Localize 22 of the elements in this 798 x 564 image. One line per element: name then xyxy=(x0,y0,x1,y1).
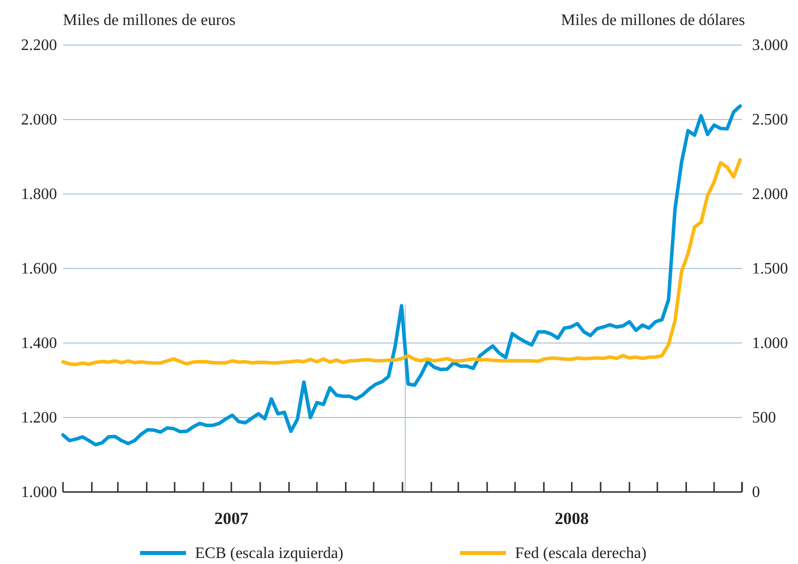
y-tick-label: 1.800 xyxy=(21,186,57,203)
legend-label: ECB (escala izquierda) xyxy=(195,545,344,562)
line-series xyxy=(61,158,742,366)
y2-tick-label: 2.500 xyxy=(752,112,788,128)
y2-tick-label: 0 xyxy=(752,484,760,501)
y-tick-label: 2.200 xyxy=(21,37,57,54)
y2-tick-label: 1.000 xyxy=(752,335,788,352)
legend-label: Fed (escala derecha) xyxy=(515,545,646,562)
y2-tick-label: 1.500 xyxy=(752,260,788,278)
y-tick-label: 1.400 xyxy=(21,335,57,352)
x-tick-label: 2007 xyxy=(214,509,249,528)
y2-axis-title: Miles de millones de dólares xyxy=(561,12,745,29)
y-tick-label: 2.000 xyxy=(21,112,57,128)
x-tick-label: 2008 xyxy=(554,509,589,528)
y2-tick-label: 500 xyxy=(752,410,776,426)
y-tick-label: 1.000 xyxy=(21,484,57,501)
y-tick-label: 1.200 xyxy=(21,410,57,426)
y2-tick-label: 2.000 xyxy=(752,186,788,203)
y-tick-label: 1.600 xyxy=(21,260,57,278)
y-axis-title: Miles de millones de euros xyxy=(63,12,236,29)
line-series xyxy=(61,104,742,446)
y2-tick-label: 3.000 xyxy=(752,37,788,54)
